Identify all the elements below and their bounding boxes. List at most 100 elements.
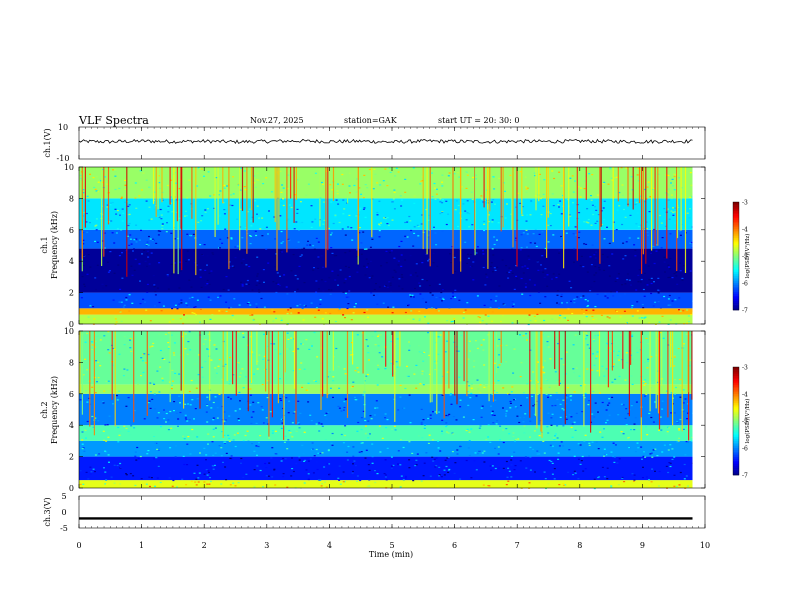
spectrogram-cell xyxy=(172,318,175,321)
spectrogram-cell xyxy=(360,242,363,244)
spectrogram-cell xyxy=(338,479,341,481)
spectrogram-cell xyxy=(383,217,385,219)
spectrogram-cell xyxy=(647,265,650,267)
spectrogram-cell xyxy=(343,409,345,411)
spectrogram-cell xyxy=(287,338,290,340)
spectrogram-cell xyxy=(133,410,136,412)
spectrogram-cell xyxy=(537,381,539,383)
spectrogram-cell xyxy=(156,448,159,450)
spectrogram-cell xyxy=(208,483,211,485)
spectrogram-cell xyxy=(650,481,653,483)
spectrogram-cell xyxy=(527,255,530,257)
spectrogram-cell xyxy=(311,442,314,444)
spectrogram-cell xyxy=(209,195,212,197)
spectrogram-cell xyxy=(434,232,437,234)
spectrogram-cell xyxy=(282,473,285,475)
spectrogram-cell xyxy=(415,387,418,389)
spectrogram-cell xyxy=(331,432,334,435)
spectrogram-cell xyxy=(593,478,596,480)
colorbar-step xyxy=(733,279,739,282)
spectrogram-cell xyxy=(471,224,474,226)
spectrogram-cell xyxy=(574,472,577,474)
spectrogram-cell xyxy=(349,351,352,353)
spectrogram-cell xyxy=(296,179,299,181)
spectrogram-cell xyxy=(483,386,486,388)
spectrogram-cell xyxy=(494,194,497,196)
colorbar-step xyxy=(733,467,739,470)
spectrogram-cell xyxy=(206,264,208,266)
spectrogram-cell xyxy=(585,243,588,245)
spectrogram-cell xyxy=(337,366,340,368)
spectrogram-cell xyxy=(280,231,283,233)
spectrogram-cell xyxy=(379,184,382,186)
spectrogram-cell xyxy=(635,223,638,225)
spectrogram-cell xyxy=(594,402,597,404)
spectrogram-cell xyxy=(628,279,631,281)
spectrogram-cell xyxy=(467,342,470,344)
spectrogram-cell xyxy=(167,332,170,334)
spectrogram-cell xyxy=(472,279,475,281)
spectrogram-cell xyxy=(187,259,190,261)
spectrogram-cell xyxy=(483,229,486,232)
spectrogram-streak xyxy=(585,167,587,200)
spectrogram-cell xyxy=(428,258,431,260)
spectrogram-cell xyxy=(543,255,546,258)
spectrogram-cell xyxy=(280,317,283,319)
spectrogram-cell xyxy=(436,265,439,267)
spectrogram-cell xyxy=(356,271,359,273)
spectrogram-cell xyxy=(188,279,191,281)
spectrogram-cell xyxy=(227,289,230,291)
spectrogram-cell xyxy=(413,202,416,204)
spectrogram-cell xyxy=(491,221,494,223)
spectrogram-cell xyxy=(89,466,92,468)
spectrogram-cell xyxy=(659,214,661,217)
spectrogram-cell xyxy=(573,455,576,457)
spectrogram-cell xyxy=(146,241,149,243)
spectrogram-cell xyxy=(256,172,259,174)
spectrogram-cell xyxy=(610,291,613,293)
spectrogram-cell xyxy=(636,351,639,354)
colorbar-step xyxy=(733,372,739,375)
spectrogram-cell xyxy=(129,238,132,240)
spectrogram-streak xyxy=(268,331,270,437)
spectrogram-streak xyxy=(649,331,651,412)
spectrogram-cell xyxy=(504,401,507,403)
spectrogram-cell xyxy=(504,217,507,219)
spectrogram-cell xyxy=(404,235,407,237)
spectrogram-cell xyxy=(82,264,85,267)
spectrogram-cell xyxy=(376,303,379,305)
spectrogram-cell xyxy=(392,198,395,200)
spectrogram-cell xyxy=(565,394,567,396)
spectrogram-cell xyxy=(435,193,438,195)
spectrogram-cell xyxy=(547,224,550,226)
spectrogram-cell xyxy=(458,376,461,378)
colorbar-step xyxy=(733,284,739,287)
spectrogram-cell xyxy=(315,237,318,239)
spectrogram-cell xyxy=(646,434,649,436)
spectrogram-streak xyxy=(600,167,602,227)
spectrogram-cell xyxy=(388,281,391,283)
spectrogram-cell xyxy=(543,319,546,322)
spectrogram-cell xyxy=(347,445,350,448)
spectrogram-cell xyxy=(101,246,104,248)
spectrogram-cell xyxy=(588,173,591,175)
colorbar-step xyxy=(733,257,739,260)
spectrogram-cell xyxy=(313,267,315,269)
spectrogram-cell xyxy=(363,174,366,176)
spectrogram-cell xyxy=(512,303,515,305)
spectrogram-cell xyxy=(652,421,655,423)
spectrogram-cell xyxy=(491,219,494,221)
spectrogram-cell xyxy=(186,353,189,355)
spectrogram-cell xyxy=(195,387,198,389)
spectrogram-band xyxy=(79,292,693,309)
spectrogram-cell xyxy=(418,318,421,320)
spectrogram-cell xyxy=(343,282,346,284)
spectrogram-cell xyxy=(477,316,480,318)
spectrogram-cell xyxy=(181,167,184,169)
spectrogram-cell xyxy=(543,471,546,473)
spectrogram-cell xyxy=(445,465,448,468)
spectrogram-cell xyxy=(682,410,685,412)
spectrogram-cell xyxy=(377,334,380,336)
spectrogram-cell xyxy=(257,445,260,448)
spectrogram-cell xyxy=(646,231,649,233)
